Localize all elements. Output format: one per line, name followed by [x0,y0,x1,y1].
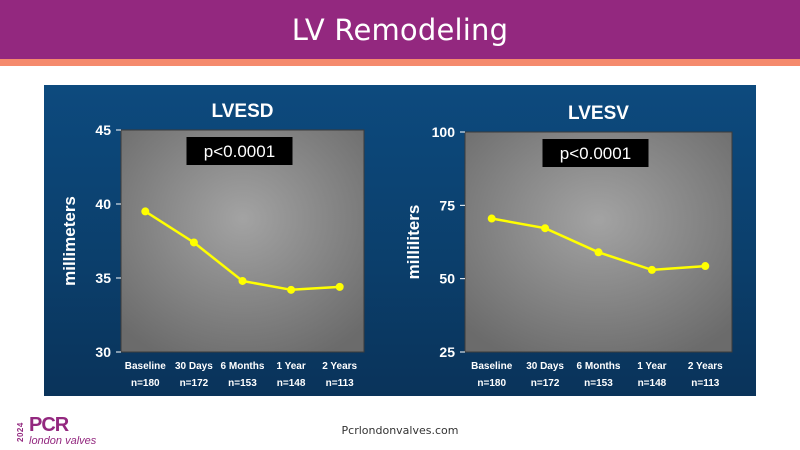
lvesd-x-tick-label: 6 Months [221,361,265,372]
lvesd-y-tick-label: 30 [95,344,111,360]
lvesv-x-tick-label: 6 Months [577,361,621,372]
lvesd-y-tick-label: 35 [95,270,111,286]
footer-url: Pcrlondonvalves.com [341,424,459,437]
slide-header: LV Remodeling [0,0,800,59]
lvesv-y-tick-label: 25 [439,344,455,360]
lvesv-x-tick-label: 1 Year [637,361,666,372]
lvesv-data-point [487,214,496,223]
lvesv-y-axis-label: milliliters [404,205,423,280]
lvesv-n-label: n=153 [584,378,613,389]
lvesv-x-tick-label: Baseline [471,361,513,372]
lvesv-n-label: n=113 [691,378,720,389]
lvesd-data-point [287,285,296,294]
lvesd-n-label: n=180 [131,378,160,389]
charts-panel: LVESD millimeters 30 35 40 45 Baseline n=180 30 … [44,85,756,396]
lvesv-data-point [647,265,656,274]
logo-year: 2024 [16,422,25,442]
lvesd-title: LVESD [212,101,274,122]
lvesv-y-tick-label: 75 [439,197,455,213]
lvesd-data-point [238,276,247,285]
lvesd-data-point [141,207,150,216]
lvesv-y-tick-label: 100 [432,124,456,140]
lvesd-x-tick-label: 30 Days [175,361,213,372]
lvesv-title: LVESV [568,103,629,124]
lvesv-data-point [701,262,710,271]
lvesv-y-tick-label: 50 [439,271,455,287]
lvesv-data-point [541,224,550,233]
lvesd-n-label: n=113 [326,378,355,389]
lvesv-data-point [594,248,603,257]
lvesv-n-label: n=180 [477,378,506,389]
lvesd-x-tick-label: 1 Year [276,361,305,372]
lvesd-y-tick-label: 45 [95,122,111,138]
slide-title: LV Remodeling [291,12,509,47]
lvesd-n-label: n=148 [277,378,306,389]
lvesd-y-axis-label: millimeters [60,196,79,286]
lvesd-n-label: n=172 [180,378,209,389]
lvesv-n-label: n=148 [638,378,667,389]
lvesv-x-tick-label: 30 Days [526,361,564,372]
lvesd-n-label: n=153 [228,378,257,389]
lvesd-data-point [335,282,344,291]
lvesd-x-tick-label: Baseline [125,361,167,372]
logo-name: PCR [29,414,69,436]
lvesv-annotation: p<0.0001 [560,144,631,163]
lvesd-annotation-box [186,137,293,165]
lvesd-annotation: p<0.0001 [204,142,275,161]
lvesv-annotation-box [542,139,649,167]
logo-subtitle: london valves [29,435,97,447]
header-stripe [0,59,800,66]
lvesd-plot-area [120,129,365,353]
lvesd-y-tick-label: 40 [95,196,111,212]
lvesv-n-label: n=172 [531,378,560,389]
charts-svg: LVESD millimeters 30 35 40 45 Baseline n=180 30 … [60,101,733,389]
lvesv-plot-area [464,131,733,353]
lvesv-x-tick-label: 2 Years [688,361,723,372]
lvesd-x-tick-label: 2 Years [322,361,357,372]
pcr-logo: 2024 PCR london valves [16,415,116,447]
lvesd-data-point [189,238,198,247]
